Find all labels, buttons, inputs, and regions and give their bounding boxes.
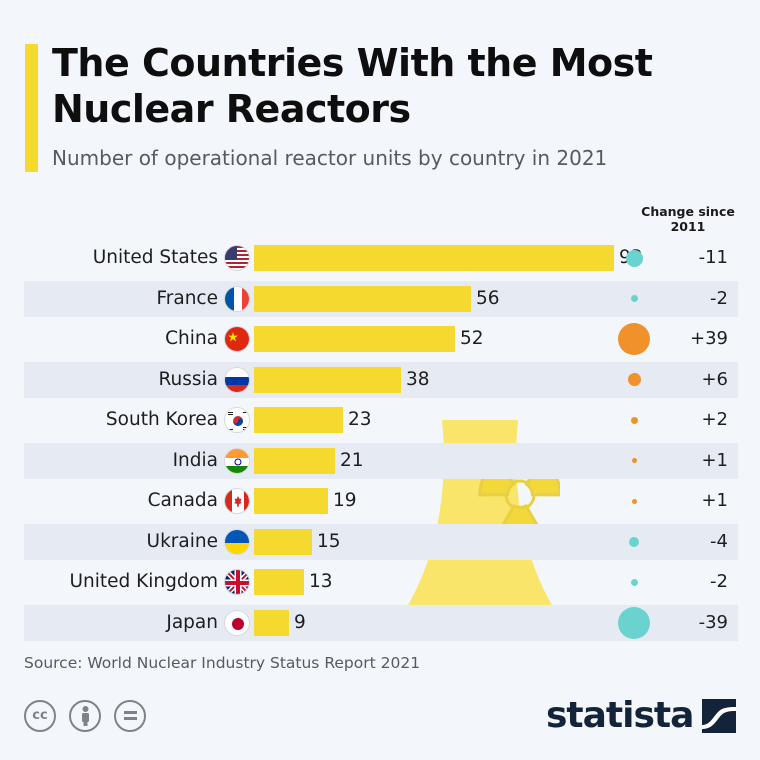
no-derivatives-icon[interactable] xyxy=(114,700,146,732)
bar xyxy=(254,407,343,433)
cc-icon[interactable]: cc xyxy=(24,700,56,732)
change-value-label: -2 xyxy=(710,287,728,309)
change-bubble xyxy=(630,295,638,302)
statista-mark-icon xyxy=(702,699,736,733)
bar-value-label: 13 xyxy=(309,571,333,592)
chart-row: Canada 19 +1 xyxy=(24,483,738,519)
ua-flag-icon xyxy=(224,528,250,555)
bar xyxy=(254,609,289,636)
bar-value-label: 21 xyxy=(340,449,364,471)
bar xyxy=(254,366,401,393)
country-label: Ukraine xyxy=(146,530,218,552)
change-bubble xyxy=(630,578,638,586)
jp-flag-icon xyxy=(224,609,250,636)
country-label: France xyxy=(156,287,218,309)
fr-flag-icon xyxy=(224,285,250,312)
license-icons: cc xyxy=(24,700,154,736)
change-bubble xyxy=(631,498,637,504)
change-value-label: +1 xyxy=(701,449,728,471)
country-label: Canada xyxy=(147,490,218,511)
country-label: China xyxy=(165,328,218,349)
source-note: Source: World Nuclear Industry Status Re… xyxy=(24,654,421,672)
chart-row: South Korea 23 +2 xyxy=(24,402,738,438)
ca-flag-icon xyxy=(224,488,250,514)
chart-row: United States93-11 xyxy=(24,240,738,276)
brand-name: statista xyxy=(546,695,694,736)
chart-row: China 52 +39 xyxy=(24,321,738,357)
chart-row: France 56 -2 xyxy=(24,280,738,317)
bar xyxy=(254,528,312,555)
bar xyxy=(254,326,455,352)
country-label: Russia xyxy=(158,368,218,390)
ru-flag-icon xyxy=(224,366,250,393)
bar xyxy=(254,285,471,312)
country-label: South Korea xyxy=(105,409,218,430)
kr-flag-icon xyxy=(224,407,250,433)
uk-flag-icon xyxy=(224,569,250,595)
change-bubble xyxy=(629,536,639,547)
bar-value-label: 38 xyxy=(406,368,430,390)
country-label: Japan xyxy=(166,611,218,633)
chart-row: Japan 9 -39 xyxy=(24,604,738,641)
change-bubble xyxy=(631,458,637,463)
title-accent-bar xyxy=(25,44,38,172)
in-flag-icon xyxy=(224,447,250,474)
change-value-label: -4 xyxy=(710,530,728,552)
change-bubble xyxy=(625,249,643,267)
change-value-label: +6 xyxy=(701,368,728,390)
change-bubble xyxy=(618,606,650,639)
change-column-header: Change since 2011 xyxy=(641,204,735,234)
change-value-label: -39 xyxy=(698,611,728,633)
change-value-label: +2 xyxy=(701,409,728,430)
bar-value-label: 52 xyxy=(460,328,484,349)
bar xyxy=(254,447,335,474)
country-label: United Kingdom xyxy=(69,571,219,592)
bar xyxy=(254,488,328,514)
chart-row: Ukraine 15 -4 xyxy=(24,523,738,560)
change-bubble xyxy=(618,323,650,355)
bar-value-label: 19 xyxy=(333,490,357,511)
change-value-label: +39 xyxy=(690,328,728,349)
us-flag-icon xyxy=(224,245,250,271)
bar-value-label: 23 xyxy=(348,409,372,430)
change-bubble xyxy=(627,373,641,386)
chart-row: United Kingdom 13 -2 xyxy=(24,564,738,600)
chart-title: The Countries With the Most Nuclear Reac… xyxy=(52,41,653,131)
chart-row: Russia 38 +6 xyxy=(24,361,738,398)
change-bubble xyxy=(630,416,638,424)
change-value-label: -11 xyxy=(698,247,728,268)
chart-subtitle: Number of operational reactor units by c… xyxy=(52,146,608,170)
country-label: India xyxy=(172,449,218,471)
country-label: United States xyxy=(92,247,218,268)
chart-row: India 21 +1 xyxy=(24,442,738,479)
change-value-label: -2 xyxy=(710,571,728,592)
attribution-icon[interactable] xyxy=(69,700,101,732)
bar-value-label: 56 xyxy=(476,287,500,309)
change-value-label: +1 xyxy=(701,490,728,511)
statista-logo[interactable]: statista xyxy=(546,694,736,738)
bar-value-label: 9 xyxy=(294,611,306,633)
bar-value-label: 15 xyxy=(317,530,341,552)
cn-flag-icon xyxy=(224,326,250,352)
bar xyxy=(254,245,614,271)
bar xyxy=(254,569,304,595)
